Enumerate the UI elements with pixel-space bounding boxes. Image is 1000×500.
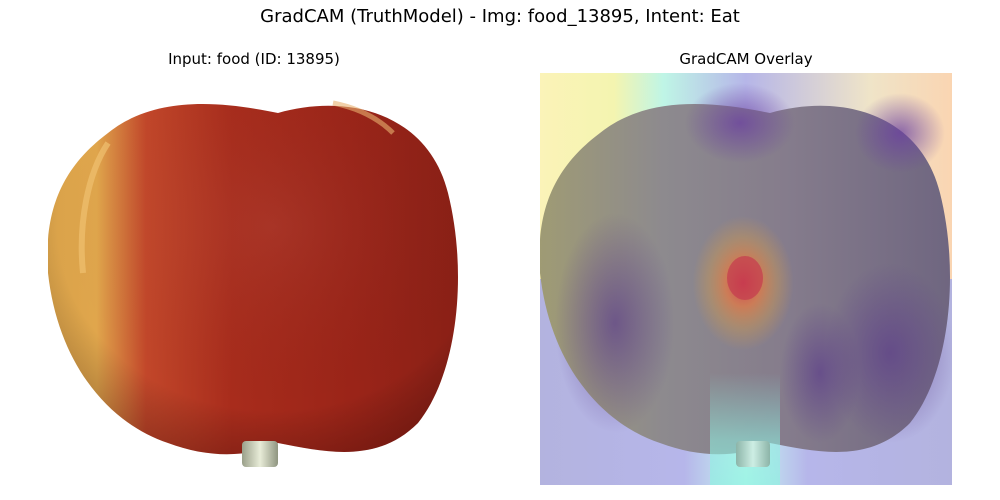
overlay-title: GradCAM Overlay bbox=[679, 50, 813, 68]
input-image-title: Input: food (ID: 13895) bbox=[168, 50, 340, 68]
figure-title: GradCAM (TruthModel) - Img: food_13895, … bbox=[260, 6, 740, 27]
gradcam-heatmap-overlay bbox=[540, 73, 952, 485]
gradcam-overlay bbox=[540, 73, 952, 485]
apple-photo bbox=[48, 73, 460, 485]
input-image bbox=[48, 73, 460, 485]
